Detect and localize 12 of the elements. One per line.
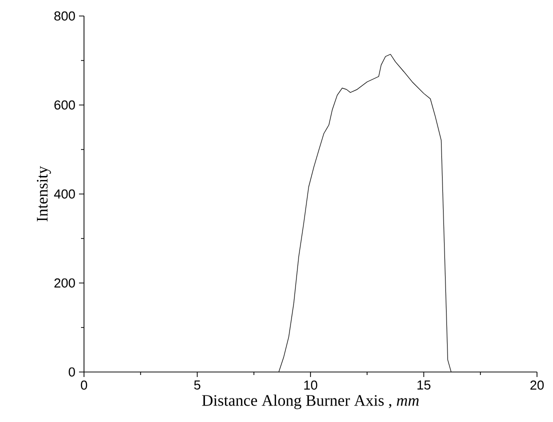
x-tick-label: 5 <box>194 380 200 390</box>
y-tick-label: 200 <box>54 278 75 288</box>
y-axis-title: Intensity <box>36 166 51 222</box>
y-tick-label: 800 <box>54 11 75 21</box>
x-axis-title: Distance Along Burner Axis , mm <box>202 394 419 410</box>
x-tick-label: 0 <box>80 380 88 390</box>
y-tick-label: 600 <box>54 100 75 110</box>
x-tick-label: 10 <box>304 380 318 390</box>
x-tick-label: 15 <box>418 380 430 390</box>
x-tick-label: 20 <box>530 380 544 390</box>
y-tick-label: 0 <box>68 367 75 377</box>
y-tick-label: 400 <box>54 189 75 199</box>
